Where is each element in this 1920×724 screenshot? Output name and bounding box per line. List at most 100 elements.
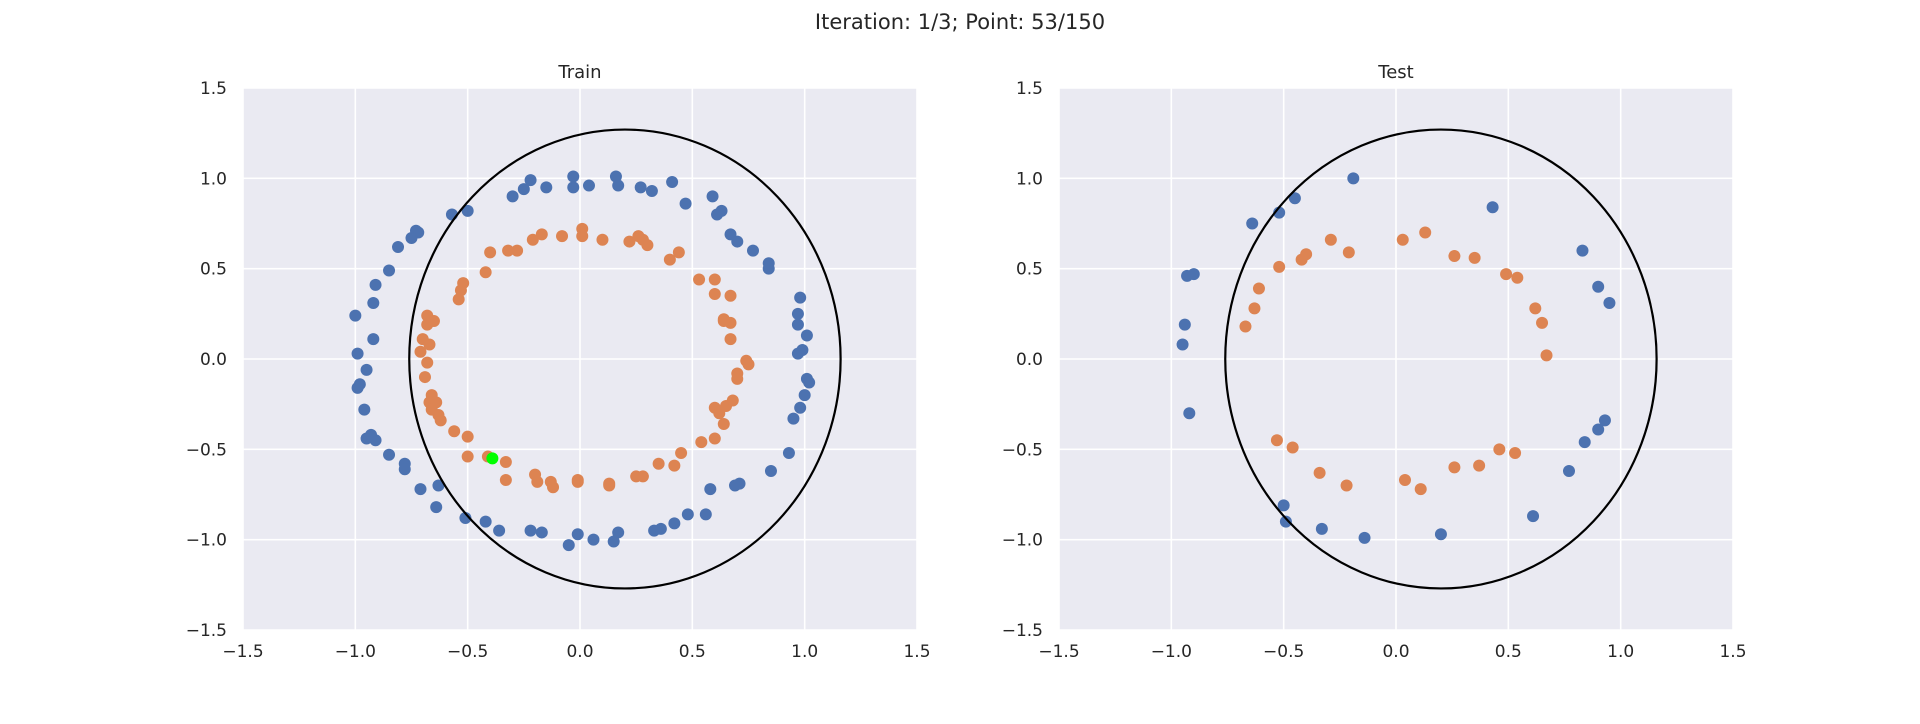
train-outer-point: [612, 526, 625, 539]
train-outer-point: [733, 477, 746, 490]
train-outer-point: [360, 363, 373, 376]
train-outer-point: [762, 262, 775, 275]
train-outer-point: [609, 170, 622, 183]
train-outer-point: [351, 347, 364, 360]
train-inner-point: [717, 313, 730, 326]
test-outer-point: [1176, 338, 1189, 351]
train-inner-point: [461, 430, 474, 443]
train-inner-point: [499, 474, 512, 487]
train-outer-point: [432, 479, 445, 492]
test-inner-point: [1500, 268, 1513, 281]
test-outer-point: [1434, 528, 1447, 541]
train-outer-point: [351, 381, 364, 394]
train-outer-point: [405, 231, 418, 244]
train-outer-point: [567, 181, 580, 194]
train-outer-point: [461, 204, 474, 217]
train-outer-point: [791, 318, 804, 331]
test-inner-point: [1295, 253, 1308, 266]
train-outer-point: [787, 412, 800, 425]
test-inner-point: [1286, 441, 1299, 454]
test-inner-point: [1536, 316, 1549, 329]
test-outer-point: [1598, 414, 1611, 427]
test-inner-point: [1448, 250, 1461, 263]
train-outer-point: [392, 240, 405, 253]
test-outer-point: [1277, 499, 1290, 512]
train-outer-point: [517, 183, 530, 196]
test-x-tick-label: −1.0: [1151, 642, 1192, 662]
train-outer-point: [794, 291, 807, 304]
train-outer-point: [704, 483, 717, 496]
train-outer-point: [645, 184, 658, 197]
test-outer-point: [1603, 296, 1616, 309]
test-inner-point: [1509, 446, 1522, 459]
train-title: Train: [557, 62, 601, 83]
train-inner-point: [434, 414, 447, 427]
train-x-tick-label: −0.5: [447, 642, 488, 662]
train-outer-point: [798, 389, 811, 402]
train-inner-point: [675, 446, 688, 459]
train-inner-point: [461, 450, 474, 463]
test-inner-point: [1414, 483, 1427, 496]
train-outer-point: [571, 528, 584, 541]
train-outer-point: [535, 526, 548, 539]
train-inner-point: [708, 432, 721, 445]
train-inner-point: [708, 287, 721, 300]
train-x-tick-label: 0.5: [679, 642, 706, 662]
train-inner-point: [636, 470, 649, 483]
train-outer-point: [540, 181, 553, 194]
test-x-tick-label: 1.0: [1607, 642, 1634, 662]
train-inner-point: [623, 235, 636, 248]
train-outer-point: [764, 465, 777, 478]
test-outer-point: [1592, 280, 1605, 293]
train-outer-point: [681, 508, 694, 521]
test-outer-point: [1315, 522, 1328, 535]
train-outer-point: [699, 508, 712, 521]
test-outer-point: [1183, 407, 1196, 420]
test-inner-point: [1396, 233, 1409, 246]
train-inner-point: [663, 253, 676, 266]
test-outer-point: [1486, 201, 1499, 214]
train-y-tick-label: −1.0: [186, 531, 227, 551]
figure-suptitle: Iteration: 1/3; Point: 53/150: [814, 10, 1106, 34]
train-inner-point: [576, 222, 589, 235]
train-outer-point: [794, 401, 807, 414]
train-y-tick-label: −1.5: [186, 621, 227, 641]
train-decision-boundary: [408, 128, 842, 590]
train-inner-point: [454, 284, 467, 297]
train-inner-point: [603, 479, 616, 492]
test-inner-point: [1448, 461, 1461, 474]
test-outer-point: [1279, 515, 1292, 528]
train-outer-point: [493, 524, 506, 537]
train-inner-point: [526, 233, 539, 246]
test-inner-point: [1473, 459, 1486, 472]
train-outer-point: [800, 329, 813, 342]
train-x-tick-label: 0.0: [566, 642, 593, 662]
train-outer-point: [582, 179, 595, 192]
test-y-tick-label: −1.5: [1002, 621, 1043, 641]
train-outer-point: [803, 376, 816, 389]
test-inner-point: [1273, 260, 1286, 273]
test-outer-point: [1592, 423, 1605, 436]
test-x-tick-label: 0.0: [1382, 642, 1409, 662]
test-inner-point: [1248, 302, 1261, 315]
test-axes: −1.5 −1.0 −0.5 0.0 0.5 1.0 1.5 1.5 1.0 0.5 0.0 −0.5…: [1002, 62, 1747, 662]
train-outer-point: [607, 535, 620, 548]
test-inner-point: [1468, 251, 1481, 264]
train-inner-point: [484, 246, 497, 259]
test-inner-point: [1270, 434, 1283, 447]
train-inner-point: [632, 230, 645, 243]
train-inner-point: [668, 459, 681, 472]
train-inner-point: [596, 233, 609, 246]
train-outer-point: [791, 307, 804, 320]
train-outer-point: [524, 174, 537, 187]
test-y-tick-label: 0.0: [1016, 350, 1043, 370]
train-outer-point: [634, 181, 647, 194]
test-y-tick-label: 0.5: [1016, 260, 1043, 280]
train-outer-point: [782, 446, 795, 459]
train-outer-point: [459, 511, 472, 524]
train-outer-point: [383, 264, 396, 277]
train-inner-point: [571, 474, 584, 487]
train-outer-point: [587, 533, 600, 546]
train-axes: −1.5 −1.0 −0.5 0.0 0.5 1.0 1.5 1.5 1.0 0.5 0.0 −0.5…: [186, 62, 931, 662]
test-y-tick-label: 1.5: [1016, 79, 1043, 99]
